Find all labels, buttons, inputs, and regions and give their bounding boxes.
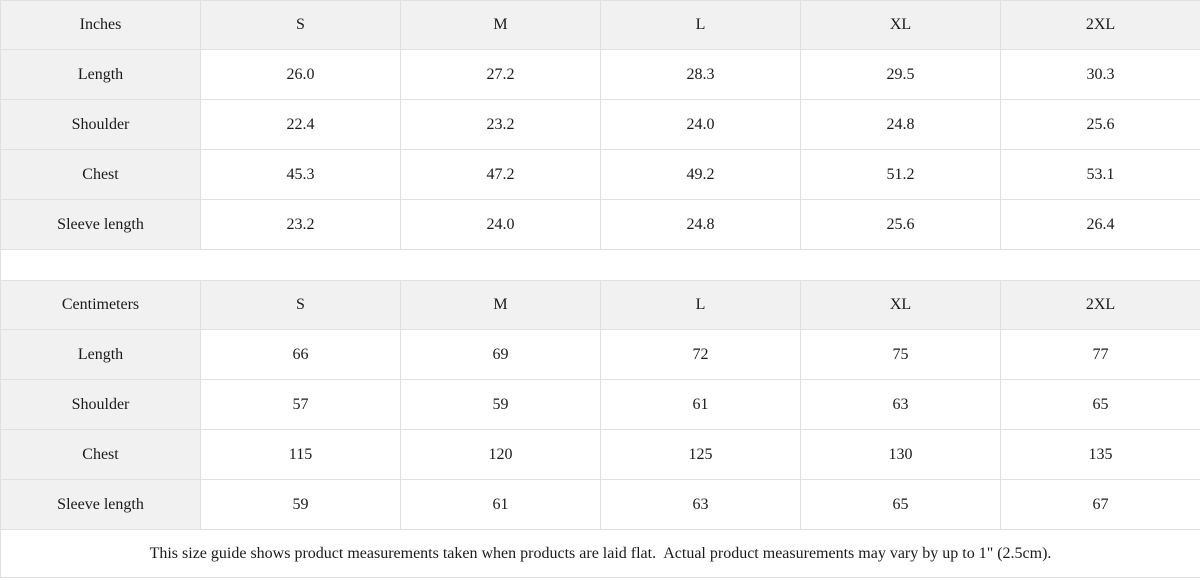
spacer-cell (0, 249, 1200, 281)
size-header-cell: XL (800, 280, 1001, 330)
table-row: Shoulder 57 59 61 63 65 (0, 379, 1200, 430)
measure-value-cell: 26.0 (200, 49, 401, 100)
measure-value-cell: 65 (1000, 379, 1200, 430)
size-header-cell: L (600, 0, 801, 50)
table-row: Chest 115 120 125 130 135 (0, 429, 1200, 480)
measure-label-cell: Sleeve length (0, 199, 201, 250)
size-header-cell: L (600, 280, 801, 330)
measure-value-cell: 61 (400, 479, 601, 530)
measure-value-cell: 135 (1000, 429, 1200, 480)
measure-label-cell: Chest (0, 149, 201, 200)
measure-label-cell: Length (0, 329, 201, 380)
measure-value-cell: 57 (200, 379, 401, 430)
table-row: Length 66 69 72 75 77 (0, 329, 1200, 380)
table-row: Shoulder 22.4 23.2 24.0 24.8 25.6 (0, 99, 1200, 150)
measure-value-cell: 53.1 (1000, 149, 1200, 200)
measure-value-cell: 24.8 (800, 99, 1001, 150)
size-header-cell: S (200, 0, 401, 50)
size-header-cell: 2XL (1000, 0, 1200, 50)
measure-value-cell: 23.2 (200, 199, 401, 250)
measure-value-cell: 30.3 (1000, 49, 1200, 100)
size-header-cell: 2XL (1000, 280, 1200, 330)
measure-value-cell: 63 (800, 379, 1001, 430)
measure-value-cell: 22.4 (200, 99, 401, 150)
measure-value-cell: 27.2 (400, 49, 601, 100)
measure-value-cell: 125 (600, 429, 801, 480)
measure-value-cell: 77 (1000, 329, 1200, 380)
measure-value-cell: 26.4 (1000, 199, 1200, 250)
size-header-cell: M (400, 0, 601, 50)
measure-value-cell: 25.6 (1000, 99, 1200, 150)
measure-label-cell: Shoulder (0, 99, 201, 150)
measure-value-cell: 75 (800, 329, 1001, 380)
measure-value-cell: 51.2 (800, 149, 1001, 200)
measure-value-cell: 59 (400, 379, 601, 430)
unit-header-cell: Inches (0, 0, 201, 50)
measure-label-cell: Sleeve length (0, 479, 201, 530)
measure-value-cell: 28.3 (600, 49, 801, 100)
section-spacer-row (0, 249, 1200, 281)
measure-value-cell: 45.3 (200, 149, 401, 200)
measure-label-cell: Chest (0, 429, 201, 480)
table-row: Sleeve length 59 61 63 65 67 (0, 479, 1200, 530)
note-text: This size guide shows product measuremen… (0, 529, 1200, 578)
measure-value-cell: 49.2 (600, 149, 801, 200)
table-row: Sleeve length 23.2 24.0 24.8 25.6 26.4 (0, 199, 1200, 250)
measure-value-cell: 115 (200, 429, 401, 480)
measure-value-cell: 29.5 (800, 49, 1001, 100)
size-header-cell: M (400, 280, 601, 330)
inches-header-row: Inches S M L XL 2XL (0, 0, 1200, 50)
unit-header-cell: Centimeters (0, 280, 201, 330)
measure-value-cell: 24.8 (600, 199, 801, 250)
measure-value-cell: 67 (1000, 479, 1200, 530)
size-header-cell: XL (800, 0, 1001, 50)
measure-value-cell: 24.0 (600, 99, 801, 150)
measure-value-cell: 120 (400, 429, 601, 480)
centimeters-header-row: Centimeters S M L XL 2XL (0, 280, 1200, 330)
measure-value-cell: 59 (200, 479, 401, 530)
measure-value-cell: 47.2 (400, 149, 601, 200)
measure-value-cell: 130 (800, 429, 1001, 480)
measure-value-cell: 66 (200, 329, 401, 380)
note-row: This size guide shows product measuremen… (0, 529, 1200, 578)
measure-value-cell: 63 (600, 479, 801, 530)
table-row: Length 26.0 27.2 28.3 29.5 30.3 (0, 49, 1200, 100)
measure-value-cell: 72 (600, 329, 801, 380)
measure-value-cell: 25.6 (800, 199, 1001, 250)
size-header-cell: S (200, 280, 401, 330)
measure-label-cell: Shoulder (0, 379, 201, 430)
measure-value-cell: 61 (600, 379, 801, 430)
measure-value-cell: 65 (800, 479, 1001, 530)
measure-value-cell: 69 (400, 329, 601, 380)
table-row: Chest 45.3 47.2 49.2 51.2 53.1 (0, 149, 1200, 200)
measure-label-cell: Length (0, 49, 201, 100)
measure-value-cell: 23.2 (400, 99, 601, 150)
measure-value-cell: 24.0 (400, 199, 601, 250)
